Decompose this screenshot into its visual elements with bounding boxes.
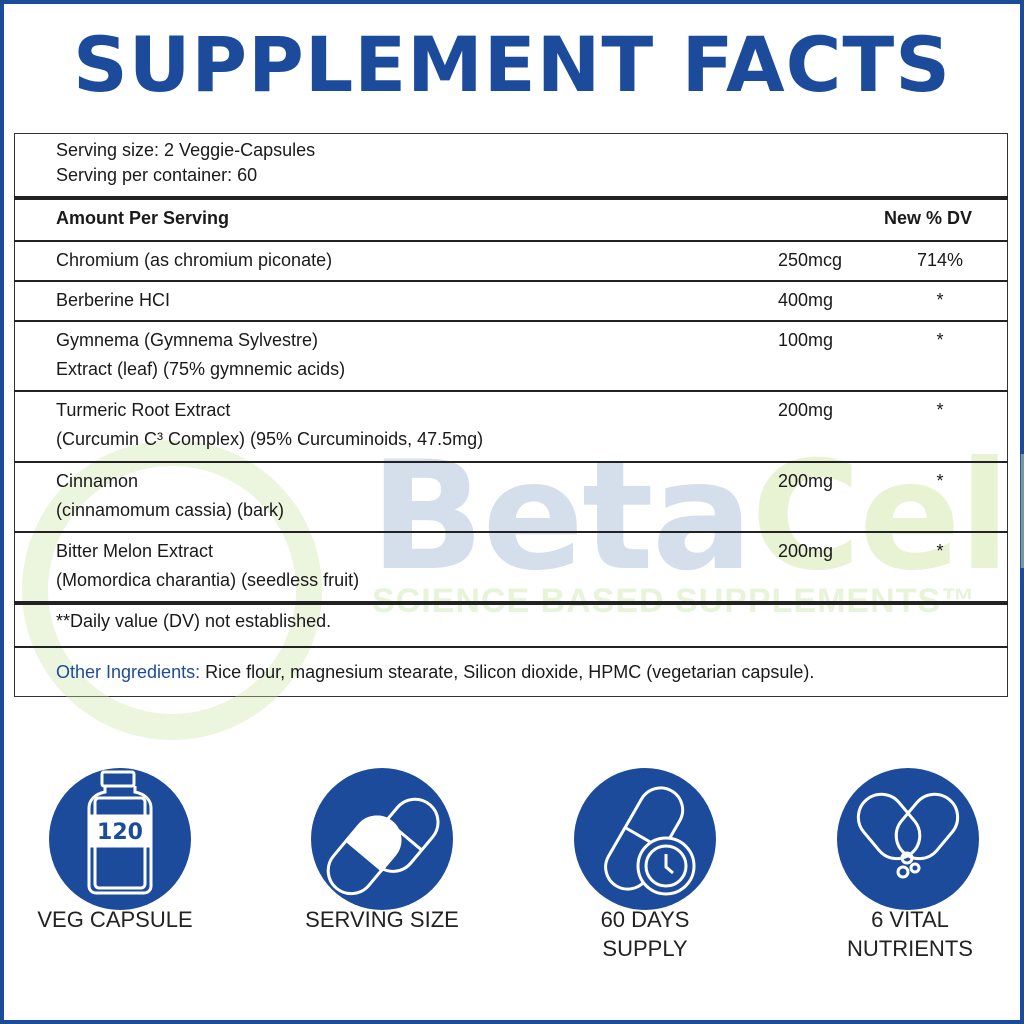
feature-label-line: NUTRIENTS <box>847 936 973 961</box>
other-ingredients-label: Other Ingredients: <box>56 662 201 682</box>
ingredient-dv: * <box>936 400 944 420</box>
bottle-icon: 120 <box>49 768 191 910</box>
ingredient-name: Extract (leaf) (75% gymnemic acids) <box>56 359 346 379</box>
ingredient-amount: 100mg <box>778 330 834 350</box>
bottle-count: 120 <box>97 820 143 845</box>
ingredient-name: Bitter Melon Extract <box>56 541 214 561</box>
ingredient-amount: 200mg <box>778 541 834 561</box>
feature-label: SERVING SIZE <box>272 905 492 934</box>
ingredient-name: (Momordica charantia) (seedless fruit) <box>56 570 360 590</box>
ingredient-name: Cinnamon <box>56 471 139 491</box>
feature-label-line: VEG CAPSULE <box>37 907 193 932</box>
divider <box>14 531 1008 533</box>
ingredient-dv: * <box>936 541 944 561</box>
servings-per-container: Serving per container: 60 <box>56 165 258 185</box>
ingredient-name: (cinnamomum cassia) (bark) <box>56 500 285 520</box>
ingredient-amount: 400mg <box>778 290 834 310</box>
dv-header: New % DV <box>884 208 973 228</box>
ingredient-dv: * <box>936 471 944 491</box>
feature-label-line: 60 DAYS <box>600 907 690 932</box>
divider <box>14 601 1008 605</box>
other-ingredients-text: Rice flour, magnesium stearate, Silicon … <box>200 662 815 682</box>
ingredient-dv: * <box>936 330 944 350</box>
ingredient-amount: 250mcg <box>778 250 843 270</box>
capsule-clock-icon <box>574 768 716 910</box>
divider <box>14 196 1008 200</box>
amount-header: Amount Per Serving <box>56 208 230 228</box>
feature-label: 60 DAYS SUPPLY <box>535 905 755 963</box>
ingredient-dv: 714% <box>916 250 964 270</box>
divider <box>14 390 1008 392</box>
ingredient-name: Gymnema (Gymnema Sylvestre) <box>56 330 319 350</box>
ingredient-amount: 200mg <box>778 400 834 420</box>
ingredient-amount: 200mg <box>778 471 834 491</box>
ingredient-name: Berberine HCI <box>56 290 171 310</box>
ingredient-name: Turmeric Root Extract <box>56 400 231 420</box>
feature-label-line: SERVING SIZE <box>305 907 459 932</box>
ingredient-name: Chromium (as chromium piconate) <box>56 250 333 270</box>
divider <box>14 240 1008 242</box>
page-title: SUPPLEMENT FACTS <box>72 20 951 109</box>
feature-label-line: 6 VITAL <box>871 907 949 932</box>
facts-panel <box>14 133 1008 697</box>
feature-label: VEG CAPSULE <box>5 905 225 934</box>
other-ingredients: Other Ingredients: Rice flour, magnesium… <box>56 658 814 686</box>
feature-label: 6 VITAL NUTRIENTS <box>800 905 1020 963</box>
divider <box>14 461 1008 463</box>
capsules-icon <box>311 768 453 910</box>
ingredient-name: (Curcumin C³ Complex) (95% Curcuminoids,… <box>56 429 484 449</box>
serving-size: Serving size: 2 Veggie-Capsules <box>56 140 316 160</box>
divider <box>14 646 1008 648</box>
divider <box>14 280 1008 282</box>
feature-label-line: SUPPLY <box>602 936 688 961</box>
ingredient-dv: * <box>936 290 944 310</box>
divider <box>14 320 1008 322</box>
open-capsule-icon <box>837 768 979 910</box>
footnote: **Daily value (DV) not established. <box>56 611 332 631</box>
